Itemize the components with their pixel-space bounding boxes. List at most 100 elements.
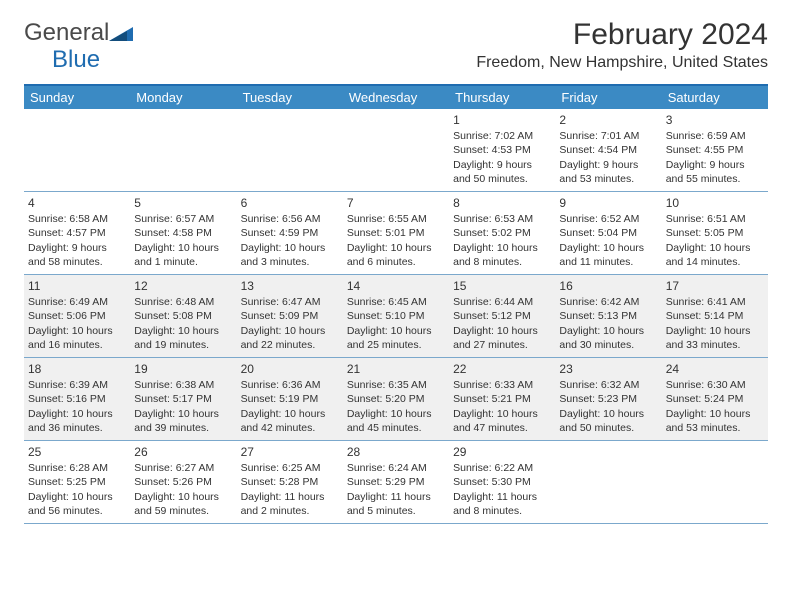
sun-info: Sunset: 5:04 PM <box>559 226 657 240</box>
sun-info: Daylight: 10 hours and 42 minutes. <box>241 407 339 435</box>
sun-info: Sunrise: 6:58 AM <box>28 212 126 226</box>
day-cell: 5Sunrise: 6:57 AMSunset: 4:58 PMDaylight… <box>130 192 236 274</box>
sun-info: Sunrise: 7:02 AM <box>453 129 551 143</box>
day-cell <box>24 109 130 191</box>
sun-info: Daylight: 10 hours and 33 minutes. <box>666 324 764 352</box>
sun-info: Sunrise: 7:01 AM <box>559 129 657 143</box>
sun-info: Sunset: 5:14 PM <box>666 309 764 323</box>
day-cell: 29Sunrise: 6:22 AMSunset: 5:30 PMDayligh… <box>449 441 555 523</box>
day-cell: 10Sunrise: 6:51 AMSunset: 5:05 PMDayligh… <box>662 192 768 274</box>
day-cell: 12Sunrise: 6:48 AMSunset: 5:08 PMDayligh… <box>130 275 236 357</box>
day-number: 3 <box>666 112 764 128</box>
sun-info: Sunset: 5:25 PM <box>28 475 126 489</box>
sun-info: Sunrise: 6:41 AM <box>666 295 764 309</box>
sun-info: Sunrise: 6:35 AM <box>347 378 445 392</box>
sun-info: Sunrise: 6:27 AM <box>134 461 232 475</box>
day-cell: 28Sunrise: 6:24 AMSunset: 5:29 PMDayligh… <box>343 441 449 523</box>
sun-info: Sunrise: 6:22 AM <box>453 461 551 475</box>
sun-info: Sunrise: 6:57 AM <box>134 212 232 226</box>
day-cell: 2Sunrise: 7:01 AMSunset: 4:54 PMDaylight… <box>555 109 661 191</box>
day-cell: 9Sunrise: 6:52 AMSunset: 5:04 PMDaylight… <box>555 192 661 274</box>
day-number: 16 <box>559 278 657 294</box>
sun-info: Sunset: 5:19 PM <box>241 392 339 406</box>
sun-info: Daylight: 11 hours and 5 minutes. <box>347 490 445 518</box>
sun-info: Sunset: 5:21 PM <box>453 392 551 406</box>
sun-info: Sunset: 5:13 PM <box>559 309 657 323</box>
sun-info: Daylight: 10 hours and 39 minutes. <box>134 407 232 435</box>
day-number: 19 <box>134 361 232 377</box>
sun-info: Sunrise: 6:28 AM <box>28 461 126 475</box>
title-block: February 2024 Freedom, New Hampshire, Un… <box>476 18 768 72</box>
sun-info: Daylight: 9 hours and 50 minutes. <box>453 158 551 186</box>
day-number: 12 <box>134 278 232 294</box>
day-header: Saturday <box>662 86 768 109</box>
day-cell <box>130 109 236 191</box>
sun-info: Daylight: 10 hours and 27 minutes. <box>453 324 551 352</box>
sun-info: Sunset: 4:55 PM <box>666 143 764 157</box>
sun-info: Sunset: 5:05 PM <box>666 226 764 240</box>
day-number: 29 <box>453 444 551 460</box>
sun-info: Sunset: 4:58 PM <box>134 226 232 240</box>
day-number: 14 <box>347 278 445 294</box>
sun-info: Daylight: 10 hours and 16 minutes. <box>28 324 126 352</box>
sun-info: Daylight: 10 hours and 19 minutes. <box>134 324 232 352</box>
day-cell: 8Sunrise: 6:53 AMSunset: 5:02 PMDaylight… <box>449 192 555 274</box>
sun-info: Sunset: 5:17 PM <box>134 392 232 406</box>
sun-info: Daylight: 10 hours and 47 minutes. <box>453 407 551 435</box>
day-cell: 20Sunrise: 6:36 AMSunset: 5:19 PMDayligh… <box>237 358 343 440</box>
day-header: Wednesday <box>343 86 449 109</box>
day-header: Sunday <box>24 86 130 109</box>
day-number: 10 <box>666 195 764 211</box>
sun-info: Sunset: 5:16 PM <box>28 392 126 406</box>
week-row: 1Sunrise: 7:02 AMSunset: 4:53 PMDaylight… <box>24 109 768 192</box>
day-number: 27 <box>241 444 339 460</box>
day-cell: 18Sunrise: 6:39 AMSunset: 5:16 PMDayligh… <box>24 358 130 440</box>
sun-info: Sunset: 5:08 PM <box>134 309 232 323</box>
sun-info: Daylight: 10 hours and 6 minutes. <box>347 241 445 269</box>
day-cell: 26Sunrise: 6:27 AMSunset: 5:26 PMDayligh… <box>130 441 236 523</box>
sun-info: Daylight: 10 hours and 11 minutes. <box>559 241 657 269</box>
header: General Blue February 2024 Freedom, New … <box>24 18 768 72</box>
sun-info: Sunrise: 6:47 AM <box>241 295 339 309</box>
sun-info: Sunset: 4:57 PM <box>28 226 126 240</box>
sun-info: Sunrise: 6:55 AM <box>347 212 445 226</box>
day-headers-row: SundayMondayTuesdayWednesdayThursdayFrid… <box>24 86 768 109</box>
sun-info: Sunset: 5:29 PM <box>347 475 445 489</box>
sun-info: Sunset: 5:28 PM <box>241 475 339 489</box>
sun-info: Sunrise: 6:53 AM <box>453 212 551 226</box>
day-cell: 13Sunrise: 6:47 AMSunset: 5:09 PMDayligh… <box>237 275 343 357</box>
sun-info: Sunrise: 6:56 AM <box>241 212 339 226</box>
day-cell: 4Sunrise: 6:58 AMSunset: 4:57 PMDaylight… <box>24 192 130 274</box>
sun-info: Sunrise: 6:42 AM <box>559 295 657 309</box>
sun-info: Sunset: 5:01 PM <box>347 226 445 240</box>
day-cell: 24Sunrise: 6:30 AMSunset: 5:24 PMDayligh… <box>662 358 768 440</box>
day-number: 1 <box>453 112 551 128</box>
sun-info: Sunset: 4:54 PM <box>559 143 657 157</box>
sun-info: Sunset: 5:10 PM <box>347 309 445 323</box>
week-row: 4Sunrise: 6:58 AMSunset: 4:57 PMDaylight… <box>24 192 768 275</box>
day-number: 8 <box>453 195 551 211</box>
day-number: 9 <box>559 195 657 211</box>
day-cell <box>343 109 449 191</box>
sun-info: Sunrise: 6:33 AM <box>453 378 551 392</box>
sun-info: Daylight: 9 hours and 53 minutes. <box>559 158 657 186</box>
sun-info: Sunrise: 6:32 AM <box>559 378 657 392</box>
sun-info: Daylight: 10 hours and 30 minutes. <box>559 324 657 352</box>
day-cell: 23Sunrise: 6:32 AMSunset: 5:23 PMDayligh… <box>555 358 661 440</box>
day-cell: 17Sunrise: 6:41 AMSunset: 5:14 PMDayligh… <box>662 275 768 357</box>
day-number: 21 <box>347 361 445 377</box>
day-header: Thursday <box>449 86 555 109</box>
sun-info: Daylight: 10 hours and 56 minutes. <box>28 490 126 518</box>
sun-info: Daylight: 10 hours and 22 minutes. <box>241 324 339 352</box>
day-cell <box>237 109 343 191</box>
day-number: 13 <box>241 278 339 294</box>
calendar: SundayMondayTuesdayWednesdayThursdayFrid… <box>24 84 768 524</box>
sun-info: Sunrise: 6:48 AM <box>134 295 232 309</box>
location-subtitle: Freedom, New Hampshire, United States <box>476 54 768 72</box>
sun-info: Sunrise: 6:59 AM <box>666 129 764 143</box>
logo-triangle-icon <box>109 23 135 48</box>
day-cell: 15Sunrise: 6:44 AMSunset: 5:12 PMDayligh… <box>449 275 555 357</box>
sun-info: Sunset: 4:53 PM <box>453 143 551 157</box>
sun-info: Daylight: 10 hours and 3 minutes. <box>241 241 339 269</box>
day-cell: 14Sunrise: 6:45 AMSunset: 5:10 PMDayligh… <box>343 275 449 357</box>
